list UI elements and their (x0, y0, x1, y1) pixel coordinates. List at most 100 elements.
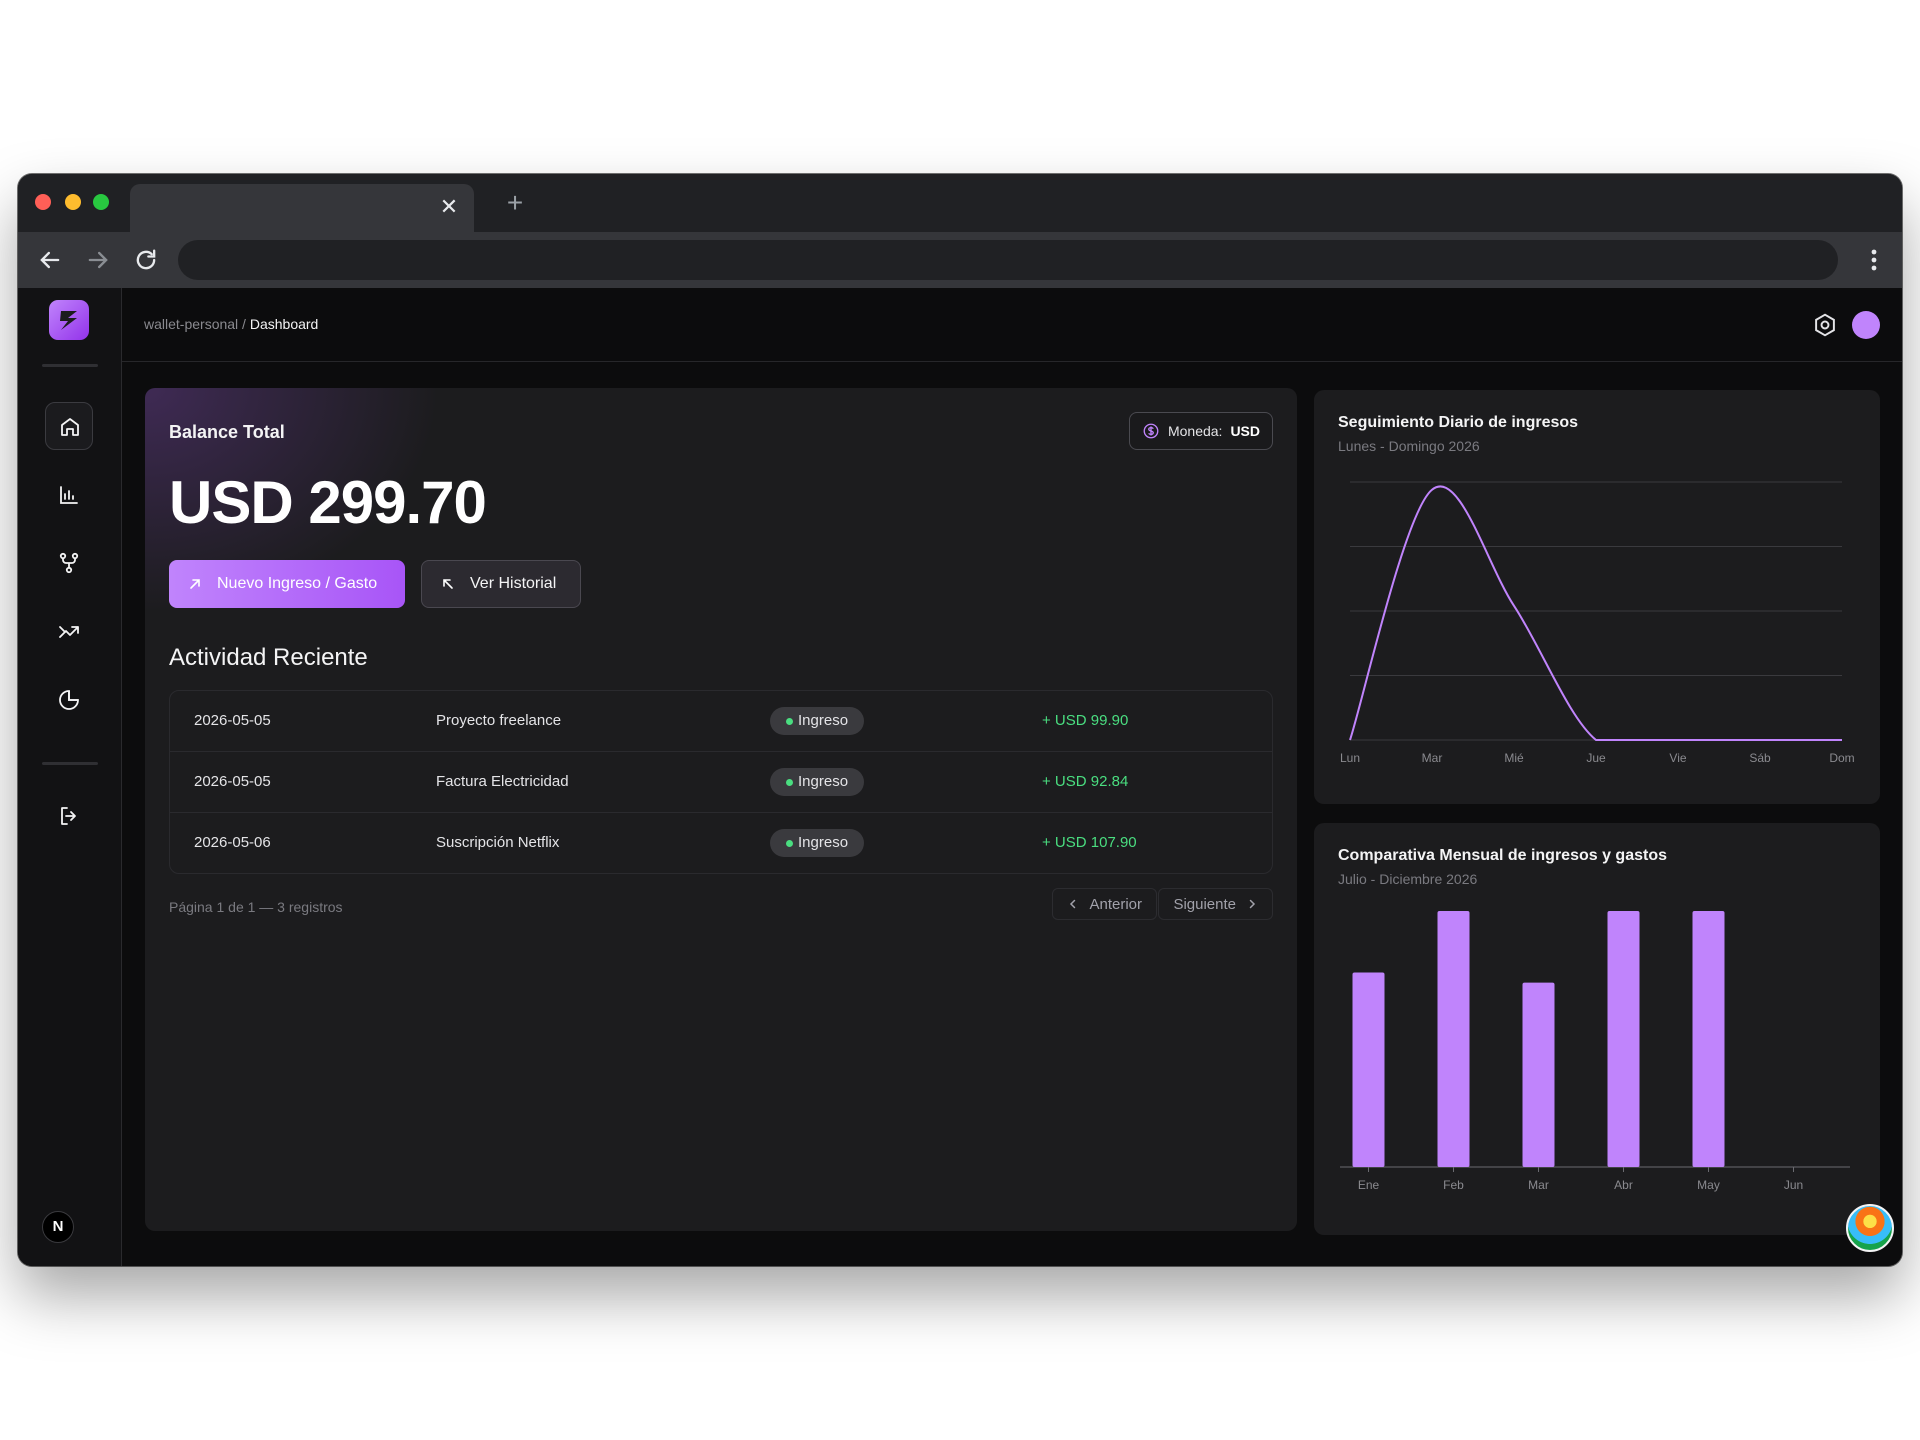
app-logo[interactable] (49, 300, 89, 340)
close-tab-icon[interactable]: ✕ (439, 194, 459, 219)
maximize-window-button[interactable] (93, 194, 109, 210)
user-avatar[interactable] (1852, 311, 1880, 339)
table-row[interactable]: 2026-05-06 Suscripción Netflix Ingreso +… (170, 813, 1272, 873)
bar[interactable] (1352, 972, 1385, 1167)
status-dot (786, 718, 793, 725)
app-container: N wallet-personal / Dashboard Balance To… (18, 288, 1902, 1266)
bar[interactable] (1522, 982, 1555, 1167)
x-tick-label: May (1697, 1178, 1720, 1192)
sidebar-item-stats[interactable] (45, 471, 93, 519)
bar[interactable] (1607, 911, 1640, 1167)
back-arrow-icon[interactable] (36, 246, 64, 274)
next-page-button[interactable]: Siguiente (1158, 888, 1273, 920)
x-tick-label: Vie (1669, 751, 1686, 765)
pie-chart-icon (59, 690, 79, 710)
currency-label: Moneda: (1167, 423, 1223, 439)
table-row[interactable]: 2026-05-05 Proyecto freelance Ingreso + … (170, 691, 1272, 752)
pagination-info: Página 1 de 1 — 3 registros (169, 899, 343, 915)
close-window-button[interactable] (35, 194, 51, 210)
reload-icon[interactable] (132, 246, 160, 274)
x-tick-label: Sáb (1749, 751, 1771, 765)
previous-page-label: Anterior (1089, 895, 1142, 913)
transactions-table: 2026-05-05 Proyecto freelance Ingreso + … (169, 690, 1273, 874)
arrow-up-right-icon (190, 579, 200, 589)
breadcrumb-project[interactable]: wallet-personal (144, 316, 239, 332)
status-dot (786, 840, 793, 847)
arrow-up-left-icon (443, 579, 453, 589)
sidebar-item-logout[interactable] (45, 792, 93, 840)
new-transaction-button[interactable]: Nuevo Ingreso / Gasto (169, 560, 405, 608)
balance-amount: USD 299.70 (169, 469, 487, 536)
sidebar-item-home[interactable] (45, 402, 93, 450)
bar-chart-icon (60, 486, 78, 504)
x-tick-label: Lun (1340, 751, 1360, 765)
chart-subtitle: Lunes - Domingo 2026 (1338, 438, 1480, 454)
top-bar: wallet-personal / Dashboard (122, 288, 1902, 362)
tab-bar: ✕ + (18, 174, 1902, 232)
daily-income-chart-card: Seguimiento Diario de ingresos Lunes - D… (1314, 390, 1880, 804)
chart-title: Comparativa Mensual de ingresos y gastos (1338, 847, 1667, 864)
sidebar-divider (42, 762, 98, 765)
floating-helper-avatar[interactable] (1846, 1204, 1894, 1252)
status-dot (786, 779, 793, 786)
row-type: Ingreso (798, 773, 849, 790)
forward-arrow-icon[interactable] (84, 246, 112, 274)
daily-income-line-chart: Lun Mar Mié Jue Vie Sáb Dom (1340, 481, 1855, 765)
view-history-label: Ver Historial (470, 575, 557, 592)
trending-icon (59, 626, 79, 638)
x-tick-label: Jue (1586, 751, 1606, 765)
browser-window: ✕ + (18, 174, 1902, 1266)
address-bar[interactable] (178, 240, 1838, 280)
view-history-button[interactable]: Ver Historial (421, 560, 581, 608)
row-type: Ingreso (798, 712, 849, 729)
settings-gear-icon[interactable] (1812, 312, 1838, 338)
balance-card: Balance Total Moneda: USD USD 299.70 Nue… (145, 388, 1297, 1231)
next-page-label: Siguiente (1173, 895, 1236, 913)
table-row[interactable]: 2026-05-05 Factura Electricidad Ingreso … (170, 752, 1272, 813)
row-amount: + USD 107.90 (1042, 834, 1137, 851)
home-icon (61, 418, 79, 436)
monthly-comparison-chart-card: Comparativa Mensual de ingresos y gastos… (1314, 823, 1880, 1235)
row-description: Suscripción Netflix (436, 834, 560, 851)
monthly-bar-chart: Ene Feb Mar Abr May Jun (1340, 911, 1850, 1192)
row-type: Ingreso (798, 834, 849, 851)
chevron-left-icon (1070, 899, 1076, 909)
new-transaction-label: Nuevo Ingreso / Gasto (217, 575, 378, 592)
x-tick-label: Feb (1443, 1178, 1464, 1192)
x-tick-label: Mar (1422, 751, 1443, 765)
balance-label: Balance Total (169, 422, 285, 442)
row-date: 2026-05-05 (194, 712, 271, 729)
row-type-badge: Ingreso (770, 768, 865, 796)
new-tab-button[interactable]: + (506, 187, 524, 218)
sidebar-item-trends[interactable] (45, 608, 93, 656)
logout-icon (61, 807, 76, 825)
sidebar-item-reports[interactable] (45, 676, 93, 724)
row-amount: + USD 92.84 (1042, 773, 1129, 790)
git-fork-icon (59, 552, 79, 574)
previous-page-button[interactable]: Anterior (1052, 888, 1157, 920)
dollar-circle-icon (1143, 423, 1159, 439)
row-type-badge: Ingreso (770, 707, 865, 735)
minimize-window-button[interactable] (65, 194, 81, 210)
breadcrumb-current: Dashboard (249, 316, 319, 332)
row-description: Factura Electricidad (436, 773, 569, 790)
income-series-line (1349, 485, 1842, 742)
x-tick-label: Abr (1614, 1178, 1633, 1192)
x-tick-label: Mar (1528, 1178, 1549, 1192)
x-tick-label: Mié (1504, 751, 1524, 765)
bar[interactable] (1692, 911, 1725, 1167)
x-tick-label: Ene (1358, 1178, 1380, 1192)
breadcrumb: wallet-personal / Dashboard (144, 316, 318, 332)
browser-tab[interactable]: ✕ (130, 184, 474, 232)
framework-badge[interactable]: N (42, 1211, 74, 1243)
browser-menu-icon[interactable] (1864, 246, 1884, 274)
row-amount: + USD 99.90 (1042, 712, 1129, 729)
sidebar-item-transfers[interactable] (45, 539, 93, 587)
currency-selector[interactable]: Moneda: USD (1128, 412, 1273, 450)
chevron-right-icon (1249, 899, 1256, 909)
sidebar-divider (42, 364, 98, 367)
bar[interactable] (1437, 911, 1470, 1167)
row-type-badge: Ingreso (770, 829, 865, 857)
row-date: 2026-05-06 (194, 834, 271, 851)
browser-toolbar (18, 232, 1902, 288)
